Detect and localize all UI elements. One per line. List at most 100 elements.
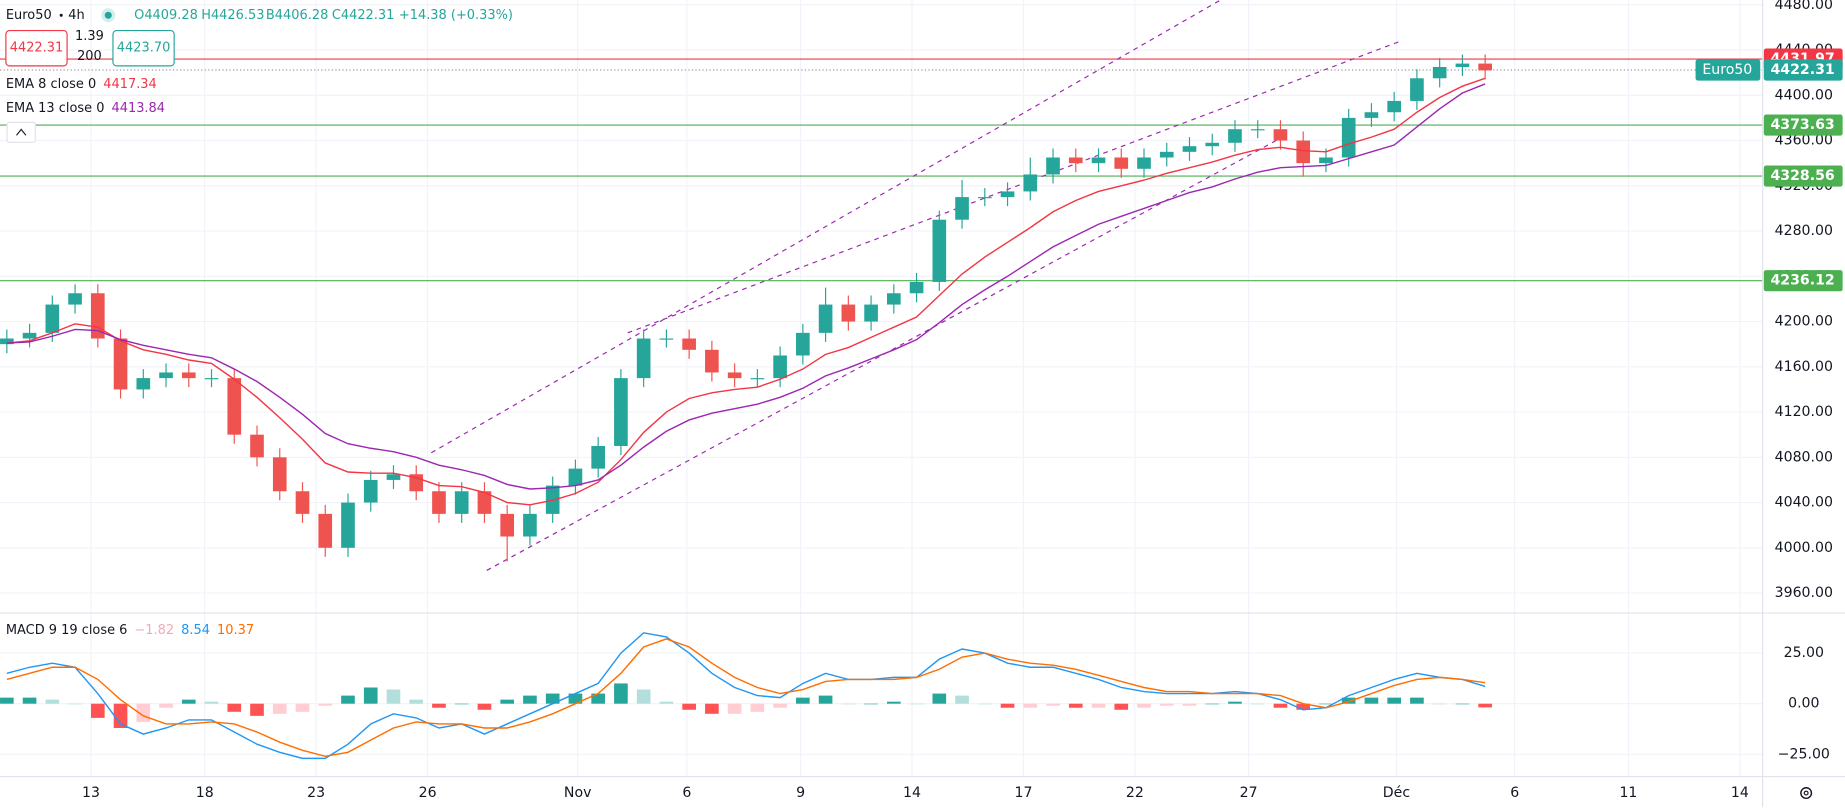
last-price-label: 4422.31 xyxy=(1770,62,1834,78)
histogram-bar xyxy=(614,683,628,704)
spread: 1.39 xyxy=(75,29,104,44)
candle-body xyxy=(45,304,60,333)
candle-body xyxy=(386,474,401,480)
candle-body xyxy=(432,491,446,514)
y-tick-label: 4480.00 xyxy=(1775,0,1833,13)
level-label-bg xyxy=(1763,270,1843,292)
settings-icon[interactable] xyxy=(1803,790,1809,796)
candle-body xyxy=(1296,140,1311,164)
histogram-bar xyxy=(1205,703,1220,705)
x-tick-label: Nov xyxy=(564,785,592,801)
histogram-bar xyxy=(864,703,878,705)
settings-button[interactable] xyxy=(1800,787,1813,800)
histogram-bar xyxy=(773,703,787,708)
candle-body xyxy=(227,378,242,435)
y-tick-label: 0.00 xyxy=(1788,696,1819,712)
histogram-bar xyxy=(841,703,856,705)
candle-body xyxy=(159,372,173,379)
ohlc-open: O4409.28 xyxy=(134,8,198,23)
change: +14.38 (+0.33%) xyxy=(399,8,513,23)
size: 200 xyxy=(77,49,102,64)
level-label-bg xyxy=(1763,165,1843,187)
candle-body xyxy=(796,332,810,356)
histogram-bar xyxy=(750,703,765,712)
candle-body xyxy=(90,293,105,339)
candle-body xyxy=(864,304,878,322)
channel-line xyxy=(627,40,1402,334)
ask[interactable]: 4423.70 xyxy=(117,41,170,56)
buy-button[interactable] xyxy=(112,30,175,67)
candle-body xyxy=(22,332,37,339)
candle-body xyxy=(1205,142,1220,147)
candle-body xyxy=(454,491,469,514)
candle-body xyxy=(727,372,742,379)
histogram-bar xyxy=(45,699,60,704)
histogram-bar xyxy=(1273,703,1288,708)
x-tick-label: 14 xyxy=(1731,785,1749,801)
x-tick-label: Déc xyxy=(1383,785,1410,801)
histogram-bar xyxy=(432,703,446,708)
x-tick-label: 6 xyxy=(1510,785,1519,801)
legend-value: 4417.34 xyxy=(103,77,156,92)
candle-body xyxy=(1114,157,1129,169)
histogram-bar xyxy=(204,701,219,704)
x-tick-label: 17 xyxy=(1014,785,1032,801)
symbol-badge-bg xyxy=(1695,59,1761,81)
y-tick-label: 4280.00 xyxy=(1775,223,1833,239)
y-tick-label: 4400.00 xyxy=(1775,87,1833,103)
candle-body xyxy=(1159,151,1174,158)
histogram-bar xyxy=(1296,703,1311,710)
histogram-bar xyxy=(932,693,947,704)
x-tick-label: 9 xyxy=(796,785,805,801)
histogram-bar xyxy=(909,703,924,705)
x-tick-label: 18 xyxy=(196,785,214,801)
macd-legend-value: −1.82 xyxy=(134,623,174,638)
candle-body xyxy=(318,513,333,548)
ema-line xyxy=(6,77,1486,506)
histogram-bar xyxy=(1023,703,1038,708)
settings-icon[interactable] xyxy=(1800,787,1813,800)
candle-body xyxy=(1068,157,1083,164)
candle-body xyxy=(887,293,901,305)
candle-body xyxy=(272,457,287,492)
legend-label: EMA 8 close 0 xyxy=(6,77,96,92)
candle-body xyxy=(750,378,765,380)
histogram-bar xyxy=(1478,703,1492,708)
histogram-bar xyxy=(318,703,333,706)
histogram-bar xyxy=(1046,703,1060,706)
histogram-bar xyxy=(1250,703,1265,705)
histogram-bar xyxy=(272,703,287,714)
legend-label: EMA 13 close 0 xyxy=(6,101,105,116)
bid[interactable]: 4422.31 xyxy=(10,41,63,56)
level-label: 4373.63 xyxy=(1770,117,1834,133)
x-tick-label: 6 xyxy=(682,785,691,801)
histogram-bar xyxy=(887,701,901,704)
histogram-bar xyxy=(659,701,674,704)
histogram-bar xyxy=(113,703,128,728)
candle-body xyxy=(568,468,583,486)
histogram-bar xyxy=(1455,703,1470,705)
y-tick-label: 4200.00 xyxy=(1775,314,1833,330)
candle-body xyxy=(841,304,856,322)
interval: 4h xyxy=(68,8,84,23)
y-tick-label: 25.00 xyxy=(1784,645,1824,661)
overlay: Euro50 4h O4409.28 H4426.53 B4406.28 C44… xyxy=(5,8,1813,800)
candle-body xyxy=(1273,129,1288,141)
candle-body xyxy=(1410,78,1424,101)
x-tick-label: 27 xyxy=(1240,785,1258,801)
legend-value: 4413.84 xyxy=(112,101,165,116)
candle-body xyxy=(705,349,719,373)
collapse-button[interactable] xyxy=(6,121,36,143)
histogram-bar xyxy=(409,699,424,704)
ohlc-low: B4406.28 xyxy=(266,8,328,23)
candle-body xyxy=(341,502,355,548)
collapse-icon[interactable] xyxy=(16,128,27,136)
histogram-bar xyxy=(1432,703,1447,705)
histogram-bar xyxy=(500,699,515,704)
candle-body xyxy=(523,513,537,537)
price-pane xyxy=(0,0,1763,571)
histogram-bar xyxy=(727,703,742,714)
sell-button[interactable] xyxy=(5,30,68,67)
histogram-bar xyxy=(341,695,355,704)
